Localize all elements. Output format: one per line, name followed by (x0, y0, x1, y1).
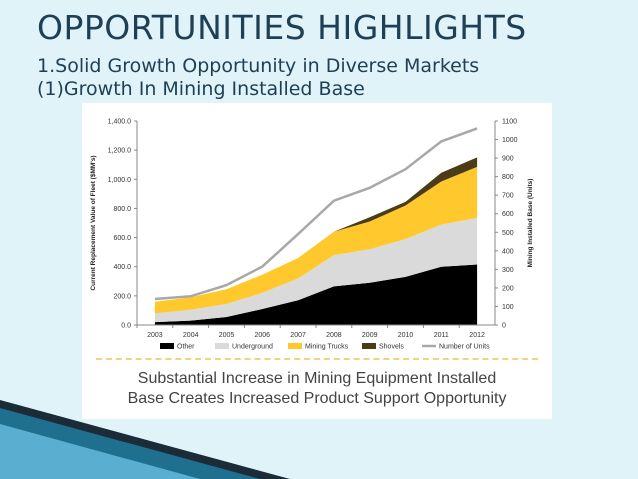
legend-swatch-other (160, 343, 174, 349)
caption-line-2: Base Creates Increased Product Support O… (127, 390, 507, 407)
y2-tick-label: 300 (502, 267, 514, 274)
slide-title: OPPORTUNITIES HIGHLIGHTS (37, 8, 527, 47)
area-series-shovels (154, 157, 478, 302)
swoosh-light-band (0, 424, 200, 479)
y-tick-label: 0.0 (121, 323, 131, 330)
y-tick-label: 1,200.0 (108, 148, 131, 155)
y2-axis-label: Mining Installed Base (Units) (527, 179, 534, 268)
legend-swatch-mining-trucks (288, 343, 302, 349)
legend-swatch-shovels (362, 343, 376, 349)
x-tick-label: 2003 (147, 332, 163, 339)
x-tick-label: 2010 (398, 332, 414, 339)
x-tick-label: 2012 (469, 332, 485, 339)
y2-tick-label: 100 (502, 304, 514, 311)
area-series-other (154, 264, 478, 325)
y-tick-label: 600.0 (113, 235, 131, 242)
y-tick-label: 1,000.0 (108, 177, 131, 184)
y2-tick-label: 700 (502, 193, 514, 200)
x-tick-label: 2008 (326, 332, 342, 339)
y2-tick-label: 1100 (502, 119, 517, 126)
caption-line-1: Substantial Increase in Mining Equipment… (137, 370, 497, 387)
y-tick-label: 1,400.0 (108, 119, 131, 126)
x-tick-label: 2007 (290, 332, 306, 339)
legend-label-underground: Underground (232, 344, 273, 351)
stacked-area-chart: 0.0 200.0 400.0 600.0 800.0 1,000.0 1,200.0 1,4… (90, 119, 534, 351)
chart-caption: Substantial Increase in Mining Equipment… (82, 369, 552, 409)
dashed-divider (96, 358, 538, 360)
decorative-swoosh (0, 400, 290, 479)
area-series-mining-trucks (154, 166, 478, 314)
x-tick-label: 2009 (362, 332, 378, 339)
y2-tick-label: 400 (502, 248, 514, 255)
y-tick-label: 400.0 (113, 264, 131, 271)
slide-subtitle-2: (1)Growth In Mining Installed Base (37, 78, 365, 100)
y2-tick-label: 1000 (502, 137, 518, 144)
x-tick-label: 2006 (255, 332, 271, 339)
legend-label-mining-trucks: Mining Trucks (305, 344, 349, 351)
x-tick-label: 2004 (183, 332, 199, 339)
legend-label-shovels: Shovels (379, 344, 404, 351)
y-tick-label: 800.0 (113, 206, 131, 213)
y-tick-label: 200.0 (113, 293, 131, 300)
y-axis-label: Current Replacement Value of Fleet ($MM'… (90, 155, 97, 290)
legend-label-other: Other (177, 344, 195, 351)
x-tick-label: 2005 (219, 332, 235, 339)
y2-tick-label: 0 (502, 323, 506, 330)
y2-tick-label: 200 (502, 285, 514, 292)
y2-tick-label: 800 (502, 174, 514, 181)
line-series-number-of-units (154, 127, 478, 301)
legend-swatch-underground (215, 343, 229, 349)
legend-label-number-of-units: Number of Units (439, 344, 490, 351)
x-tick-label: 2011 (434, 332, 449, 339)
y2-tick-label: 900 (502, 156, 514, 163)
area-series-underground (154, 217, 478, 323)
y2-tick-label: 600 (502, 211, 514, 218)
swoosh-dark-band (0, 400, 290, 479)
chart-panel: 0.0 200.0 400.0 600.0 800.0 1,000.0 1,200.0 1,4… (82, 103, 552, 419)
slide-subtitle-1: 1.Solid Growth Opportunity in Diverse Ma… (37, 55, 480, 77)
y2-tick-label: 500 (502, 230, 514, 237)
